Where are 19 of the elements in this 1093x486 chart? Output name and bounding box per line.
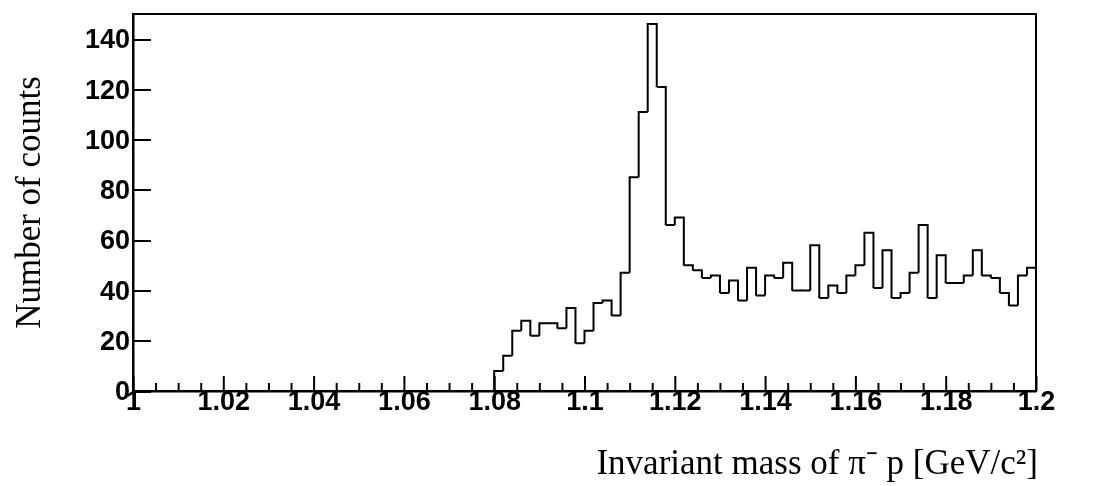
y-tick-label: 100 xyxy=(84,124,130,155)
x-tick-label: 1.1 xyxy=(566,385,604,416)
y-tick-label: 120 xyxy=(84,74,130,105)
x-tick-label: 1.02 xyxy=(197,385,251,416)
x-tick-label: 1.14 xyxy=(739,385,792,416)
x-tick-label: 1.04 xyxy=(287,385,341,416)
x-tick-label: 1.08 xyxy=(468,385,521,416)
y-tick-label: 20 xyxy=(99,325,130,356)
y-axis-title: Number of counts xyxy=(9,76,48,329)
x-tick-label: 1.06 xyxy=(378,385,431,416)
y-tick-label: 40 xyxy=(99,275,130,306)
x-tick-label: 1.16 xyxy=(829,385,883,416)
x-axis-title: Invariant mass of π⁻ p [GeV/c²] xyxy=(596,443,1038,482)
y-tick-label: 60 xyxy=(99,225,130,256)
x-tick-label: 1.2 xyxy=(1017,385,1056,416)
y-tick-label: 80 xyxy=(99,175,130,206)
x-tick-label: 1.18 xyxy=(919,385,973,416)
y-tick-label: 140 xyxy=(84,24,130,55)
x-tick-label: 1.12 xyxy=(649,385,702,416)
